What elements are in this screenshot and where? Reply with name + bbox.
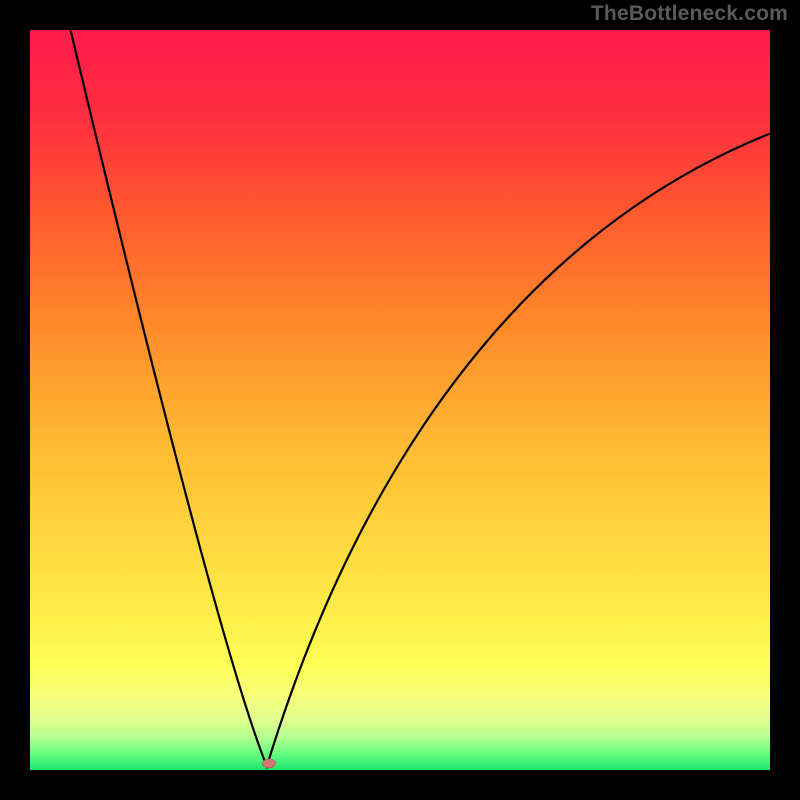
chart-container: TheBottleneck.com xyxy=(0,0,800,800)
bottleneck-chart xyxy=(0,0,800,800)
plot-background xyxy=(30,30,770,770)
optimum-marker xyxy=(263,759,276,768)
watermark-text: TheBottleneck.com xyxy=(591,2,788,26)
